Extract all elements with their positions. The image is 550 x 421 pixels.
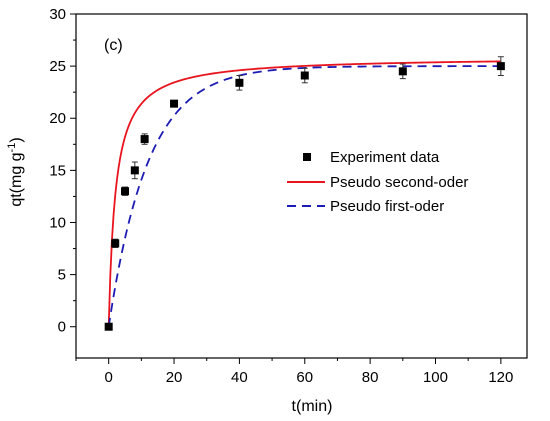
y-axis-label-main: qt(mg g xyxy=(8,152,25,206)
legend-label-experiment: Experiment data xyxy=(330,149,440,166)
y-tick-label: 20 xyxy=(49,110,66,127)
legend-marker-experiment xyxy=(303,153,311,161)
panel-label: (c) xyxy=(104,37,123,54)
legend: Experiment data Pseudo second-oder Pseud… xyxy=(287,149,468,215)
x-axis-label: t(min) xyxy=(292,398,333,415)
data-point xyxy=(104,322,113,331)
x-tick-label: 80 xyxy=(362,369,379,386)
y-tick-label: 0 xyxy=(58,319,66,336)
y-axis-label-close: ) xyxy=(8,137,25,142)
plot-frame xyxy=(75,13,528,359)
y-tick-label: 25 xyxy=(49,58,66,75)
legend-label-first-order: Pseudo first-oder xyxy=(330,198,444,215)
y-tick-label: 10 xyxy=(49,214,66,231)
data-point xyxy=(111,239,120,248)
x-tick-label: 40 xyxy=(231,369,248,386)
y-tick-label: 30 xyxy=(49,6,66,23)
y-tick-label: 15 xyxy=(49,162,66,179)
plot-layer xyxy=(104,56,505,331)
data-point xyxy=(170,99,179,108)
data-point xyxy=(140,135,149,144)
data-point xyxy=(300,71,309,80)
x-tick-label: 100 xyxy=(423,369,448,386)
data-point xyxy=(130,166,139,175)
data-point xyxy=(235,78,244,87)
y-axis-label: qt(mg g-1) xyxy=(6,137,25,206)
x-tick-label: 60 xyxy=(296,369,313,386)
y-tick-label: 5 xyxy=(58,267,66,284)
series-line-second-order xyxy=(107,60,501,327)
x-tick-label: 0 xyxy=(105,369,113,386)
x-tick-label: 20 xyxy=(166,369,183,386)
legend-label-second-order: Pseudo second-oder xyxy=(330,174,468,191)
y-axis-label-superscript: -1 xyxy=(6,143,18,153)
x-tick-label: 120 xyxy=(488,369,513,386)
data-point xyxy=(398,67,407,76)
axis-layer: 0 20 40 60 80 100 120 0 5 10 15 20 25 30 xyxy=(49,6,513,386)
data-point xyxy=(496,62,505,71)
data-point xyxy=(121,187,130,196)
